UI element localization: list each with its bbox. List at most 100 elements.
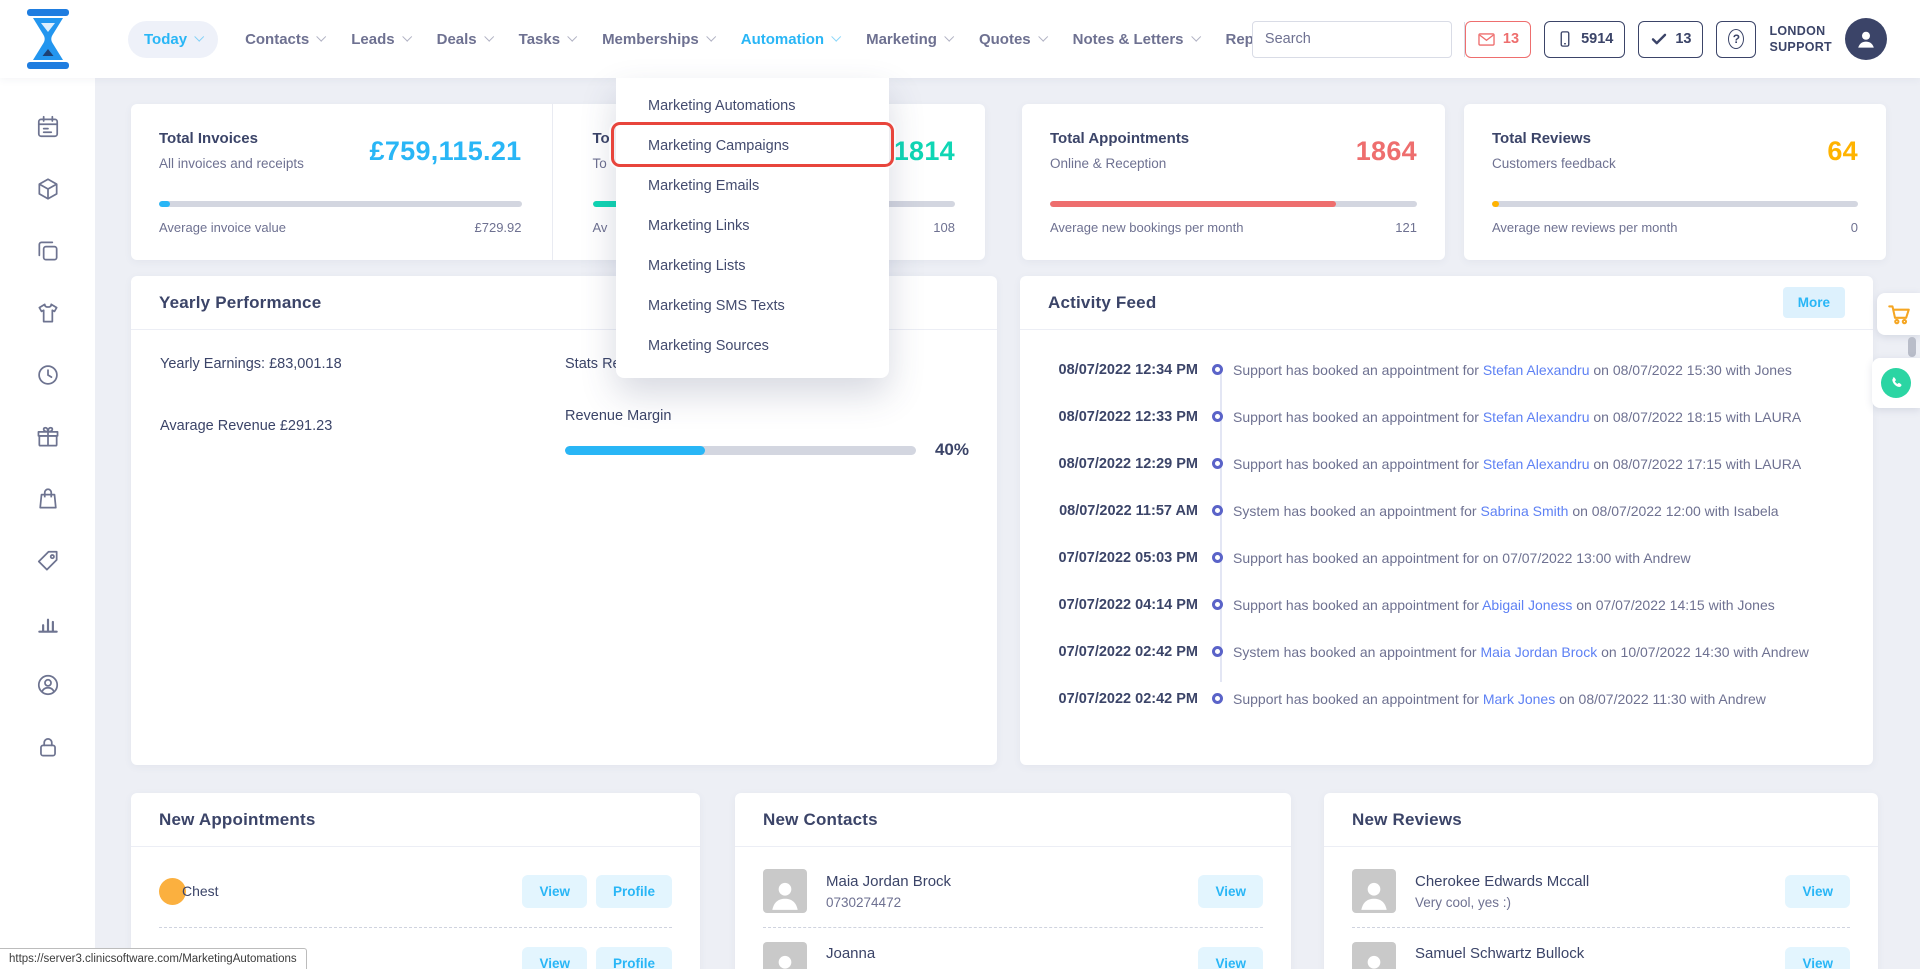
apparel-icon[interactable] [35, 300, 61, 326]
feed-description: Support has booked an appointment for St… [1233, 456, 1801, 472]
feed-contact-link[interactable]: Stefan Alexandru [1483, 456, 1590, 472]
phone-badge[interactable]: 5914 [1544, 21, 1625, 58]
menu-item-marketing-lists[interactable]: Marketing Lists [616, 246, 889, 286]
search-input[interactable] [1253, 22, 1464, 57]
feed-description: Support has booked an appointment for Ma… [1233, 691, 1766, 707]
timeline-dot-icon [1212, 505, 1223, 516]
chevron-down-icon [484, 32, 494, 42]
menu-item-marketing-campaigns[interactable]: Marketing Campaigns [616, 126, 889, 166]
nav-item-marketing[interactable]: Marketing [866, 31, 952, 48]
contact-phone: 0730274472 [826, 895, 951, 910]
shopping-bag-icon[interactable] [35, 486, 61, 512]
view-button[interactable]: View [522, 875, 587, 908]
view-button[interactable]: View [1785, 875, 1850, 908]
nav-label: Marketing [866, 31, 937, 48]
tag-icon[interactable] [35, 548, 61, 574]
help-button[interactable]: ? [1716, 21, 1756, 58]
chevron-down-icon [944, 32, 954, 42]
timeline-dot-icon [1212, 599, 1223, 610]
mail-count: 13 [1503, 31, 1519, 47]
scrollbar-thumb[interactable] [1908, 337, 1916, 357]
menu-item-marketing-sources[interactable]: Marketing Sources [616, 326, 889, 366]
nav-item-tasks[interactable]: Tasks [519, 31, 575, 48]
nav-item-contacts[interactable]: Contacts [245, 31, 324, 48]
timeline-dot-icon [1212, 552, 1223, 563]
chart-icon[interactable] [35, 610, 61, 636]
phone-widget-button[interactable] [1872, 358, 1920, 408]
stat-progressbar [1050, 201, 1417, 207]
user-location-line2: SUPPORT [1769, 39, 1832, 55]
new-contacts-panel: New Contacts Maia Jordan Brock 073027447… [735, 793, 1291, 969]
nav-item-memberships[interactable]: Memberships [602, 31, 714, 48]
feed-contact-link[interactable]: Stefan Alexandru [1483, 409, 1590, 425]
tasks-badge[interactable]: 13 [1638, 21, 1703, 58]
stat-value: 1864 [1356, 136, 1417, 167]
profile-button[interactable]: Profile [596, 947, 672, 969]
lock-icon[interactable] [35, 734, 61, 760]
view-button[interactable]: View [1198, 875, 1263, 908]
nav-item-leads[interactable]: Leads [351, 31, 409, 48]
avatar-placeholder [1352, 869, 1396, 913]
nav-item-deals[interactable]: Deals [437, 31, 492, 48]
avatar-placeholder [763, 869, 807, 913]
person-icon [1355, 948, 1393, 969]
menu-item-marketing-sms-texts[interactable]: Marketing SMS Texts [616, 286, 889, 326]
feed-description: Support has booked an appointment for St… [1233, 409, 1801, 425]
copy-icon[interactable] [35, 238, 61, 264]
feed-contact-link[interactable]: Maia Jordan Brock [1480, 644, 1597, 660]
feed-description: Support has booked an appointment for Ab… [1233, 597, 1775, 613]
profile-button[interactable]: Profile [596, 875, 672, 908]
chevron-down-icon [402, 32, 412, 42]
view-button[interactable]: View [1198, 947, 1263, 969]
chevron-down-icon [1038, 32, 1048, 42]
avatar-placeholder [1352, 942, 1396, 969]
stat-subtitle: Customers feedback [1492, 156, 1616, 171]
gift-icon[interactable] [35, 424, 61, 450]
feed-item: 07/07/2022 02:42 PM System has booked an… [1048, 628, 1853, 675]
feed-rest-text: on 08/07/2022 11:30 with Andrew [1559, 691, 1766, 707]
view-button[interactable]: View [1785, 947, 1850, 969]
nav-item-automation[interactable]: Automation [741, 31, 839, 48]
panel-title: Activity Feed [1048, 293, 1156, 313]
stat-card-invoices: Total Invoices All invoices and receipts… [131, 104, 552, 260]
feed-timestamp: 08/07/2022 12:29 PM [1048, 456, 1198, 472]
menu-item-marketing-emails[interactable]: Marketing Emails [616, 166, 889, 206]
user-avatar[interactable] [1845, 18, 1887, 60]
nav-item-today[interactable]: Today [128, 21, 218, 58]
history-icon[interactable] [35, 362, 61, 388]
feed-contact-link[interactable]: Mark Jones [1483, 691, 1555, 707]
feed-description: System has booked an appointment for Sab… [1233, 503, 1779, 519]
tasks-count: 13 [1675, 31, 1691, 47]
feed-timestamp: 07/07/2022 05:03 PM [1048, 550, 1198, 566]
feed-contact-link[interactable]: Stefan Alexandru [1483, 362, 1590, 378]
nav-item-quotes[interactable]: Quotes [979, 31, 1046, 48]
nav-label: Contacts [245, 31, 309, 48]
feed-contact-link[interactable]: Abigail Joness [1482, 597, 1572, 613]
mail-badge[interactable]: 13 [1465, 21, 1531, 58]
chevron-down-icon [317, 32, 327, 42]
timeline-dot-icon [1212, 646, 1223, 657]
cart-widget-button[interactable] [1877, 293, 1920, 335]
activity-feed-panel: Activity Feed More 08/07/2022 12:34 PM S… [1020, 276, 1873, 765]
stat-title: Total Appointments [1050, 130, 1189, 147]
feed-contact-link[interactable]: Sabrina Smith [1480, 503, 1568, 519]
chevron-down-icon [831, 32, 841, 42]
nav-item-notes-letters[interactable]: Notes & Letters [1073, 31, 1199, 48]
revenue-margin-bar [565, 446, 916, 455]
nav-label: Leads [351, 31, 394, 48]
view-button[interactable]: View [522, 947, 587, 969]
stat-progressbar [159, 201, 522, 207]
contact-name: Joanna [826, 945, 916, 962]
menu-item-marketing-links[interactable]: Marketing Links [616, 206, 889, 246]
average-revenue: Avarage Revenue £291.23 [160, 418, 565, 434]
nav-label: Today [144, 31, 187, 48]
stat-title-fragment: To [593, 130, 610, 147]
calendar-icon[interactable] [35, 114, 61, 140]
appointment-label: Chest [182, 883, 219, 899]
menu-item-marketing-automations[interactable]: Marketing Automations [616, 86, 889, 126]
brand-logo[interactable] [24, 9, 72, 69]
package-icon[interactable] [35, 176, 61, 202]
more-button[interactable]: More [1783, 287, 1845, 318]
panel-title: New Reviews [1352, 810, 1462, 830]
support-icon[interactable] [35, 672, 61, 698]
